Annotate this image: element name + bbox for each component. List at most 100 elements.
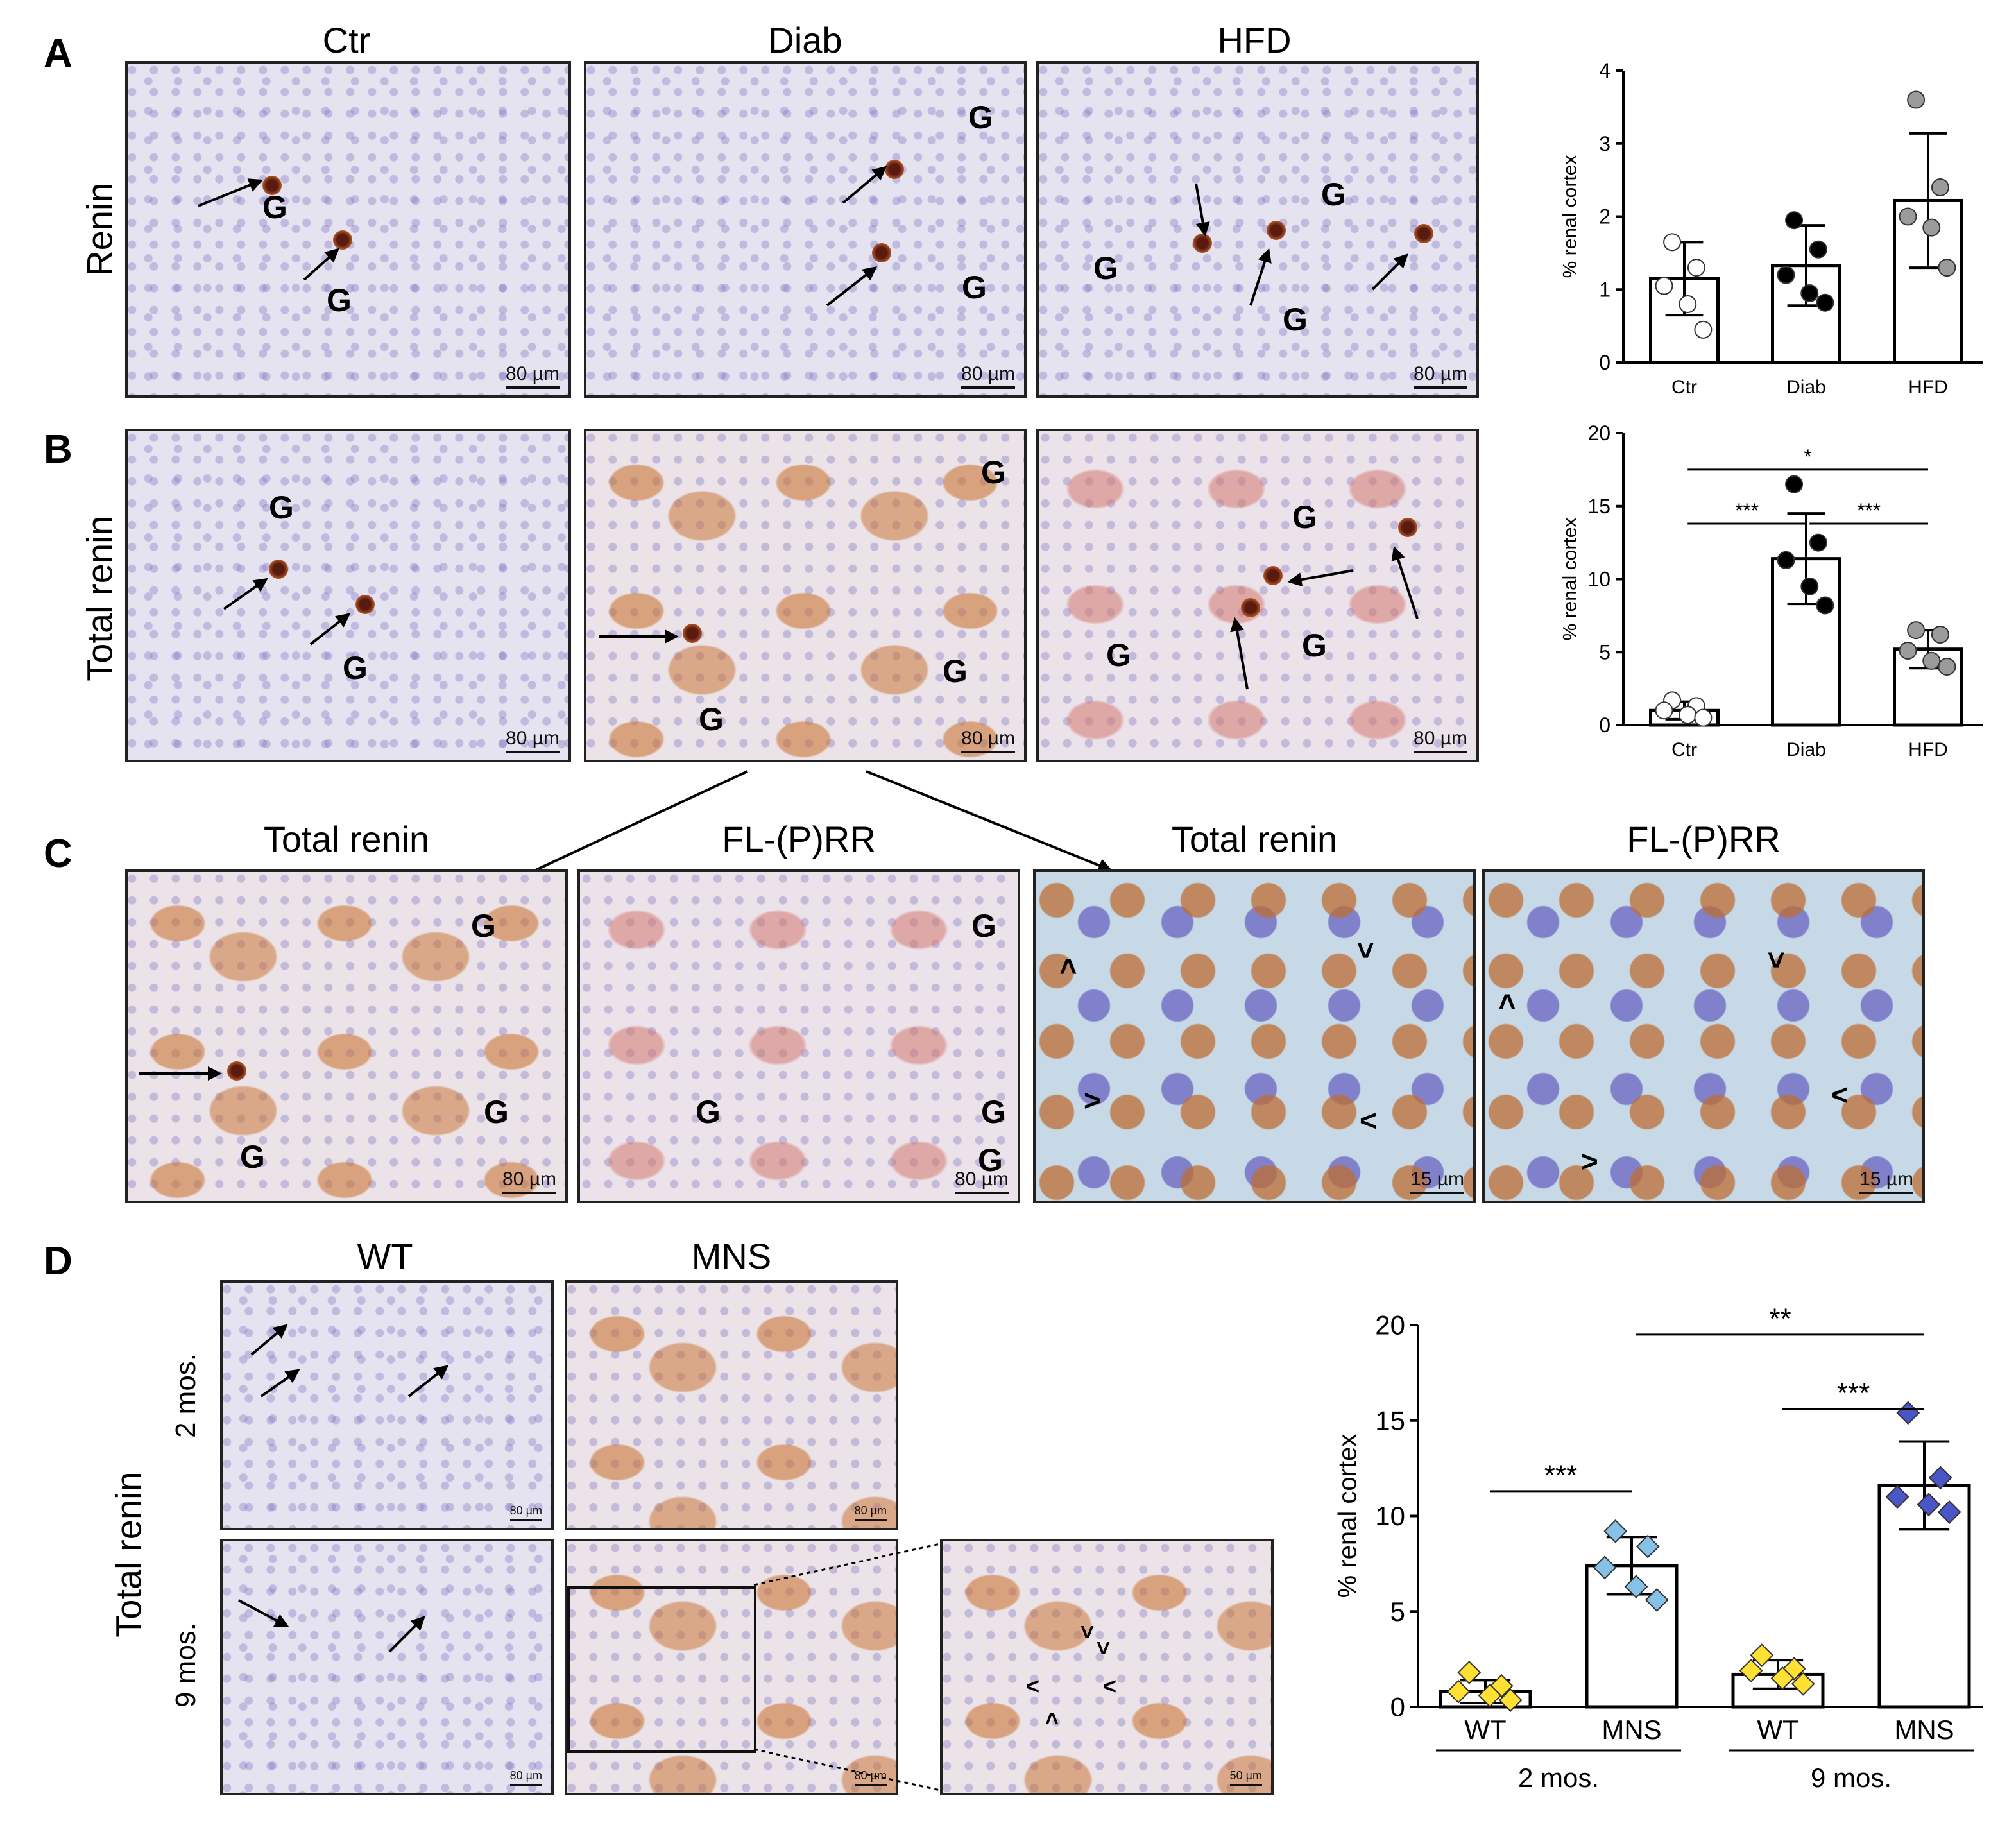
chevron-marker-icon: < [1052,957,1086,975]
glomerulus-label: G [968,99,993,135]
micrograph-d-wt-2mos: 80 µm [220,1280,554,1530]
panel-letter-c: C [44,832,73,876]
chevron-marker-icon: < [1581,1145,1598,1179]
y-tick-label: 0 [1599,351,1610,374]
data-point [1457,1661,1482,1684]
data-point [1679,706,1697,724]
data-point [1907,90,1926,109]
chevron-marker-icon: < [1348,941,1382,959]
renin-stain [1398,518,1417,537]
significance-label: *** [1837,1378,1870,1409]
data-point [1624,1575,1648,1598]
chevron-marker-icon: < [1073,1625,1100,1639]
scale-bar: 80 µm [502,1168,556,1194]
data-point [1655,277,1673,295]
micrograph-d-mns-9mos: 80 µm [565,1539,898,1795]
data-point [1938,259,1956,277]
data-point [1750,1643,1774,1668]
micrograph-c-total-renin: G G G 80 µm [125,869,568,1203]
micrograph-b-diab: G G G 80 µm [584,429,1027,762]
data-point [1917,1493,1941,1517]
arrow-icon [1290,569,1354,583]
scale-bar: 80 µm [509,1769,542,1786]
column-header-total-renin: Total renin [1171,819,1338,859]
significance-label: *** [1735,499,1759,522]
x-tick-label: MNS [1894,1715,1954,1745]
zoom-connector-lines [753,1543,941,1792]
data-point [1679,295,1697,313]
y-tick-label: 15 [1375,1405,1405,1435]
arrow-icon [1249,250,1270,306]
chevron-marker-icon: < [1103,1673,1117,1699]
data-point [1816,596,1834,615]
arrow-icon [223,578,267,610]
glomerulus-label: G [262,189,287,225]
panel-letter-a: A [44,31,73,76]
data-point [1809,240,1827,259]
glomerulus-label: G [981,1094,1006,1130]
x-tick-label: HFD [1908,377,1948,398]
glomerulus-label: G [978,1142,1003,1178]
column-header-diab: Diab [768,20,842,60]
data-point [1809,533,1827,552]
significance-label: ** [1769,1303,1791,1335]
y-tick-label: 5 [1390,1596,1405,1627]
y-tick-label: 5 [1599,640,1610,663]
row-label-2-mos: 2 mos. [170,1353,201,1439]
glomerulus-label: G [699,701,724,737]
y-tick-label: 2 [1599,205,1610,228]
chevron-marker-icon: < [1039,1711,1066,1725]
y-axis-label: % renal cortex [1333,1434,1362,1598]
glomerulus-label: G [962,270,987,305]
data-point [1931,178,1949,196]
micrograph-a-hfd: G G G 80 µm [1036,61,1479,398]
scale-bar: 80 µm [1414,728,1467,753]
data-point [1478,1683,1502,1707]
y-tick-label: 15 [1587,495,1610,518]
data-point [1498,1688,1523,1713]
column-header-fl-prr: FL-(P)RR [722,819,876,859]
data-point [1770,1666,1795,1690]
data-point [1739,1659,1763,1682]
glomerulus-label: G [327,282,352,318]
panel-letter-b: B [44,427,73,472]
glomerulus-label: G [1283,302,1308,338]
y-tick-label: 1 [1599,278,1610,301]
x-tick-label: WT [1757,1715,1798,1745]
micrograph-b-ctr: G G 80 µm [125,429,571,762]
column-header-mns: MNS [691,1236,772,1276]
arrow-icon [238,1599,287,1627]
chevron-marker-icon: < [1759,951,1793,969]
data-point [1785,475,1804,493]
y-axis-label: % renal cortex [1559,155,1580,278]
column-header-ctr: Ctr [322,20,371,60]
y-tick-label: 20 [1587,422,1610,445]
micrograph-d-mns-9mos-zoom: < < < < < 50 µm [940,1539,1274,1795]
data-point [1899,641,1917,660]
data-point [1694,708,1713,727]
significance-label: * [1804,445,1811,468]
x-tick-label: Ctr [1671,739,1697,760]
scale-bar: 80 µm [961,728,1015,753]
data-point [1800,577,1819,595]
data-point [1777,266,1795,284]
arrow-icon [250,1324,287,1356]
arrow-icon [139,1066,222,1081]
y-tick-label: 4 [1599,59,1610,82]
data-point [1655,701,1673,720]
arrow-icon [1233,619,1249,690]
scale-bar: 80 µm [506,728,560,753]
row-label-renin: Renin [79,182,120,277]
renin-stain [683,624,702,643]
x-tick-label: Diab [1786,377,1826,398]
chevron-marker-icon: < [1089,1641,1116,1655]
chevron-marker-icon: < [1084,1084,1101,1118]
data-point [1938,658,1956,676]
significance-label: *** [1857,499,1881,522]
glomerulus-label: G [1106,637,1131,673]
column-header-fl-prr: FL-(P)RR [1627,819,1781,859]
data-point [1931,625,1949,644]
y-tick-label: 3 [1599,132,1610,155]
